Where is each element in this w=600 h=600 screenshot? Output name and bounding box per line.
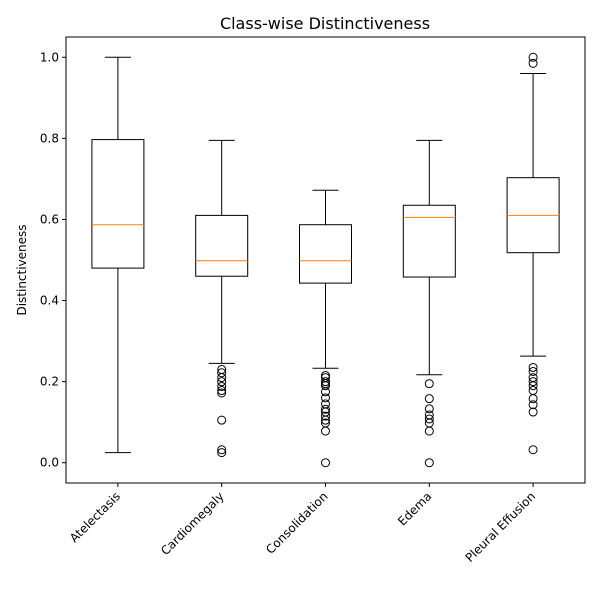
y-tick-label: 0.8 (40, 131, 59, 145)
outlier-point (217, 377, 227, 387)
outlier-point (528, 386, 538, 396)
outlier-point (217, 368, 227, 378)
y-tick-label: 0.2 (40, 375, 59, 389)
outlier-point (217, 373, 227, 383)
outlier-point (424, 426, 434, 436)
outlier-point (217, 386, 227, 396)
outlier-point (424, 394, 434, 404)
outlier-point (424, 379, 434, 389)
y-tick-label: 0.4 (40, 294, 59, 308)
x-tick-label: Pleural Effusion (463, 489, 539, 565)
outlier-point (217, 388, 227, 398)
outlier-point (528, 394, 538, 404)
outlier-point (528, 377, 538, 387)
outlier-point (528, 362, 538, 372)
box-iqr (299, 224, 352, 284)
outlier-point (528, 58, 538, 68)
outlier-point (424, 404, 434, 414)
outlier-point (321, 458, 330, 468)
outlier-point (217, 448, 227, 458)
outlier-point (217, 415, 227, 425)
y-tick-label: 0.0 (40, 456, 59, 470)
outlier-point (424, 414, 434, 424)
outlier-point (321, 415, 330, 425)
x-tick-label: Consolidation (263, 489, 331, 557)
plot-area: 0.0 0.2 0.4 0.6 0.8 1.0 Atelectasis Cardiomegal… (40, 50, 560, 565)
axes-frame (65, 36, 586, 484)
outlier-point (528, 407, 538, 417)
outlier-point (217, 382, 227, 392)
y-tick-label: 1.0 (40, 50, 59, 64)
box-iqr (402, 204, 456, 278)
x-tick-label: Edema (395, 489, 434, 528)
x-tick-label: Atelectasis (67, 489, 123, 545)
x-tick-label: Cardiomegaly (158, 489, 227, 558)
box-iqr (195, 214, 249, 277)
outlier-point (217, 445, 227, 455)
outlier-point (321, 381, 330, 391)
outlier-point (528, 52, 538, 62)
outlier-point (321, 393, 330, 403)
outlier-point (321, 426, 330, 436)
outlier-point (321, 387, 330, 397)
y-axis-label: Distinctiveness (15, 224, 29, 315)
outlier-point (528, 400, 538, 410)
outlier-point (424, 458, 434, 468)
outlier-point (321, 379, 330, 389)
y-tick-label: 0.6 (40, 212, 59, 226)
outlier-point (321, 411, 330, 421)
box-iqr (91, 139, 145, 269)
outlier-point (321, 404, 330, 414)
outlier-point (528, 381, 538, 391)
outlier-point (528, 445, 538, 455)
outlier-point (528, 367, 538, 376)
chart-title: Class-wise Distinctiveness (220, 14, 430, 33)
